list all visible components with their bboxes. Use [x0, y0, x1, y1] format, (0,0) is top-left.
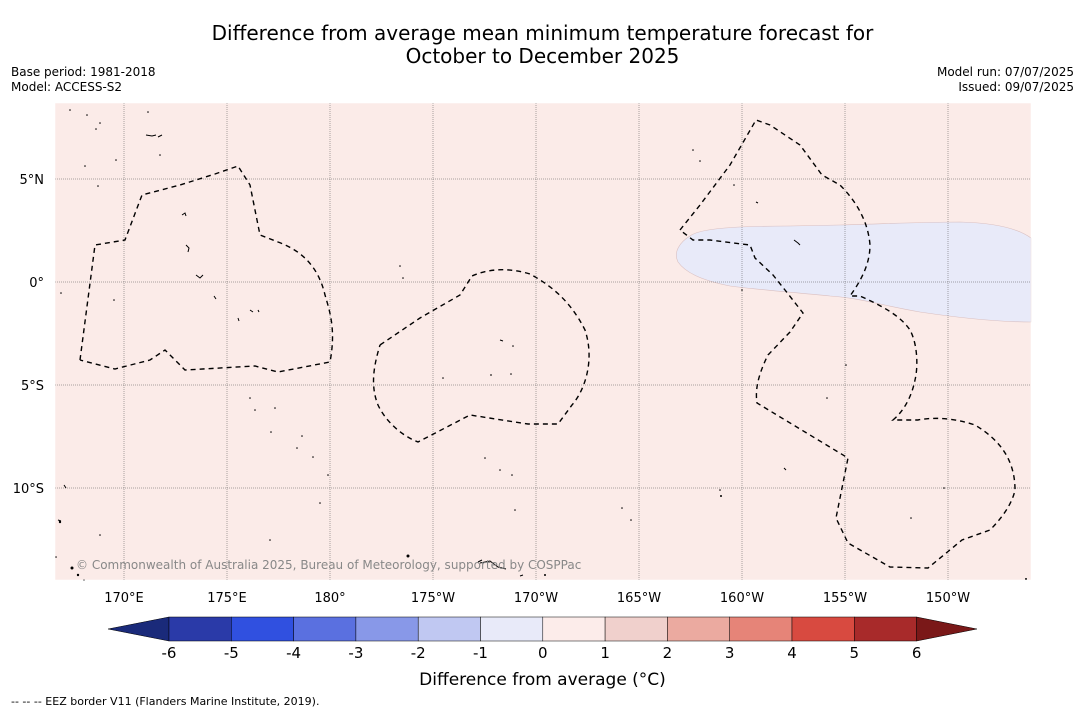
model-name: Model: ACCESS-S2 [11, 79, 123, 94]
islands [57, 134, 801, 577]
lon-tick-label: 150°W [926, 591, 970, 606]
eez-borders [79, 119, 1016, 569]
base-period: Base period: 1981-2018 [11, 65, 156, 79]
colorbar-bin [542, 616, 606, 642]
lon-tick-label: 165°W [617, 591, 661, 606]
colorbar-extend-high [916, 616, 978, 642]
meta-right: Model run: 07/07/2025 Issued: 09/07/2025 [937, 65, 1074, 94]
eez-border-tokelau [372, 269, 590, 443]
eez-footnote: -- -- -- EEZ border V11 (Flanders Marine… [11, 695, 320, 708]
map-area [55, 103, 1031, 580]
colorbar-tick-label: -5 [224, 644, 239, 662]
eez-border-tuvalu-kiribati-west [79, 165, 334, 373]
eez-border-line-islands [679, 119, 1016, 569]
lat-tick-label: 5°N [20, 173, 45, 188]
copyright-notice: © Commonwealth of Australia 2025, Bureau… [76, 558, 582, 572]
lon-tick-label: 170°W [514, 591, 558, 606]
colorbar-bin [168, 616, 232, 642]
colorbar-bin [854, 616, 917, 642]
colorbar-tick-label: -6 [162, 644, 177, 662]
colorbar-bin [417, 616, 481, 642]
colorbar-tick-label: 4 [787, 644, 797, 662]
colorbar-tick-label: -3 [348, 644, 363, 662]
title-line-2: October to December 2025 [405, 44, 680, 68]
colorbar-bin [604, 616, 668, 642]
colorbar-tick-label: 3 [725, 644, 735, 662]
latitude-tick-labels: 5°N 0° 5°S 10°S [13, 173, 44, 497]
negative-anomaly-region [676, 221, 1032, 323]
lon-tick-label: 170°E [104, 591, 144, 606]
colorbar-bin [293, 616, 357, 642]
colorbar-bin [729, 616, 793, 642]
colorbar [107, 616, 978, 642]
island-dots [55, 109, 1027, 581]
lon-tick-label: 155°W [823, 591, 867, 606]
title-line-1: Difference from average mean minimum tem… [211, 21, 874, 45]
lon-tick-label: 180° [314, 591, 345, 606]
colorbar-label: Difference from average (°C) [419, 670, 666, 690]
colorbar-tick-label: -2 [411, 644, 426, 662]
colorbar-tick-labels: -6 -5 -4 -3 -2 -1 0 1 2 3 4 5 6 [162, 644, 922, 662]
colorbar-tick-label: -4 [286, 644, 301, 662]
meta-left: Base period: 1981-2018 Model: ACCESS-S2 [11, 65, 156, 94]
colorbar-tick-label: 0 [538, 644, 548, 662]
colorbar-tick-label: -1 [473, 644, 488, 662]
lat-tick-label: 5°S [21, 379, 44, 394]
colorbar-bin [667, 616, 730, 642]
colorbar-tick-label: 1 [600, 644, 610, 662]
colorbar-bin [480, 616, 544, 642]
colorbar-tick-label: 2 [663, 644, 673, 662]
map-frame [54, 102, 1032, 581]
colorbar-bin [231, 616, 294, 642]
lat-tick-label: 10°S [13, 482, 44, 497]
colorbar-extend-low [107, 616, 170, 642]
colorbar-tick-label: 5 [850, 644, 860, 662]
lon-tick-label: 175°W [411, 591, 455, 606]
colorbar-bin [355, 616, 419, 642]
lon-tick-label: 175°E [207, 591, 247, 606]
colorbar-bin [791, 616, 855, 642]
colorbar-tick-label: 6 [912, 644, 922, 662]
chart-title: Difference from average mean minimum tem… [0, 22, 1085, 68]
island-group-1 [57, 134, 801, 577]
longitude-tick-labels: 170°E 175°E 180° 175°W 170°W 165°W 160°W 155°W 1… [104, 591, 970, 606]
issued-date: Issued: 09/07/2025 [958, 79, 1074, 94]
model-run: Model run: 07/07/2025 [936, 65, 1074, 79]
lon-tick-label: 160°W [720, 591, 764, 606]
lat-tick-label: 0° [29, 276, 44, 291]
